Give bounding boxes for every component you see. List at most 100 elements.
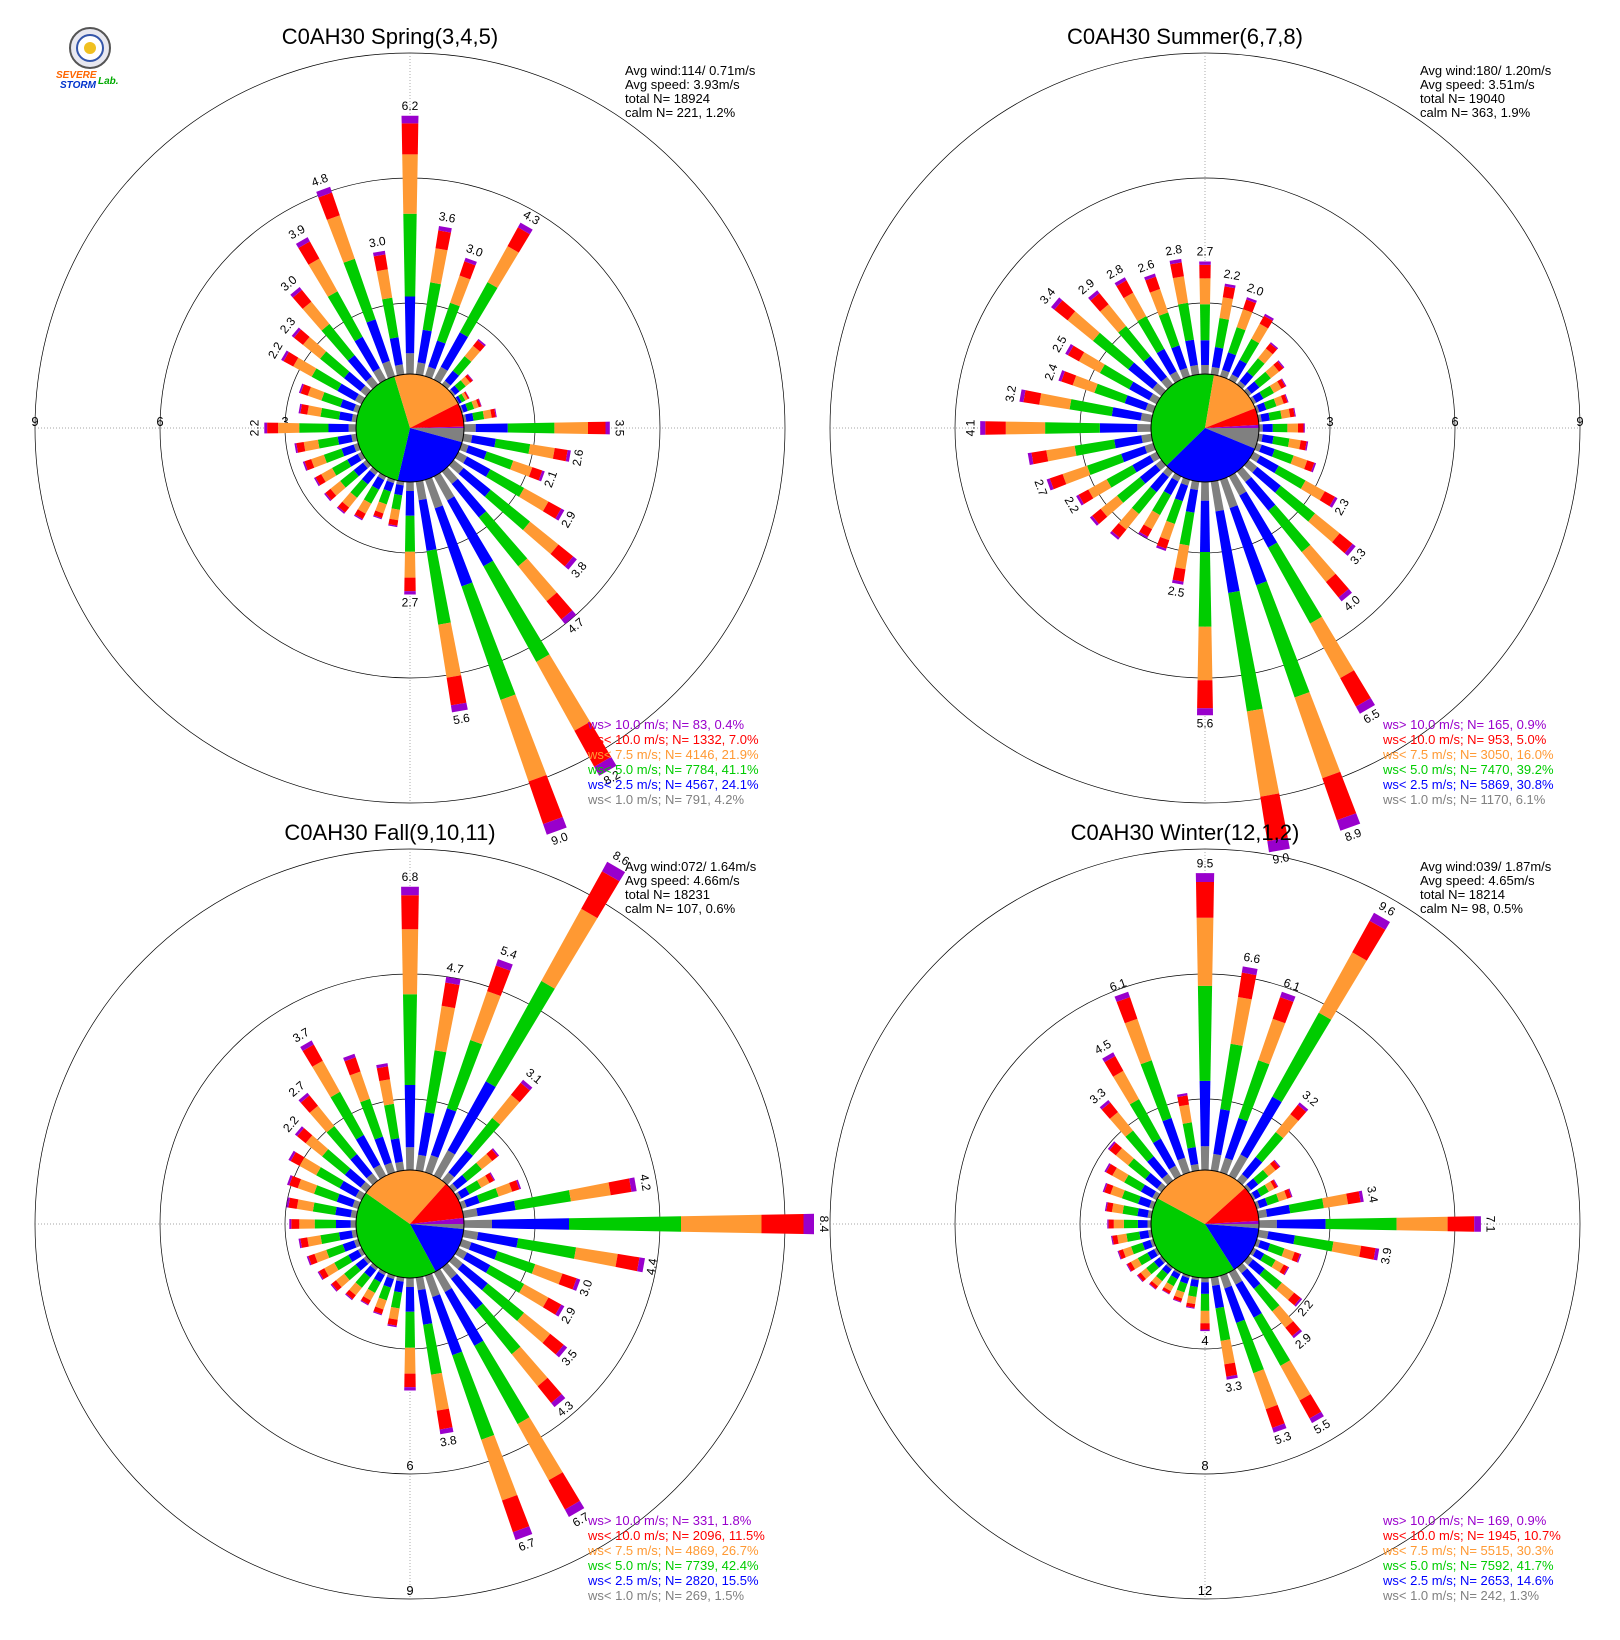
wind-bar-segment — [404, 1085, 416, 1148]
wind-bar-segment — [1027, 452, 1034, 465]
wind-bar-segment — [1143, 510, 1160, 530]
wind-bar-segment — [1279, 1264, 1289, 1275]
wind-bar-segment — [507, 227, 530, 253]
wind-bar-segment — [1172, 276, 1189, 305]
center-pie-slice — [1205, 1220, 1259, 1224]
wind-bar-segment — [1257, 1209, 1268, 1219]
wind-bar-segment — [376, 269, 393, 300]
wind-bar-segment — [1241, 1268, 1261, 1289]
wind-bar-segment — [574, 1247, 618, 1267]
ring-label: 12 — [1198, 1583, 1212, 1598]
wind-bar-segment — [1258, 1018, 1286, 1065]
wind-bar-segment — [1254, 405, 1260, 413]
wind-bar-segment — [528, 775, 563, 825]
legend-entry: ws< 7.5 m/s; N= 4869, 26.7% — [587, 1543, 759, 1558]
wind-bar-segment — [1243, 299, 1256, 313]
legend-entry: ws< 7.5 m/s; N= 3050, 16.0% — [1382, 747, 1554, 762]
legend-entry: ws< 5.0 m/s; N= 7784, 41.1% — [587, 762, 759, 777]
wind-bar-segment — [299, 1157, 321, 1176]
wind-bar-segment — [330, 1283, 338, 1292]
legend-entry: ws< 10.0 m/s; N= 1945, 10.7% — [1382, 1528, 1561, 1543]
wind-bar-segment — [1228, 472, 1247, 496]
wind-bar-segment — [464, 257, 477, 266]
wind-bar-segment — [355, 1134, 381, 1169]
wind-bar-label: 9.5 — [1197, 856, 1214, 870]
wind-bar-segment — [520, 1079, 533, 1091]
wind-bar-segment — [363, 485, 379, 504]
wind-bar-segment — [384, 1162, 395, 1175]
wind-bar-label: 3.8 — [439, 1433, 458, 1450]
wind-bar-segment — [1329, 496, 1338, 508]
wind-bar-segment — [1124, 1018, 1152, 1065]
wind-bar-segment — [355, 1272, 371, 1288]
wind-bar-segment — [1123, 292, 1147, 322]
wind-bar-segment — [395, 364, 405, 376]
wind-bar-segment — [1252, 1249, 1265, 1261]
wind-bar-segment — [423, 1323, 442, 1375]
wind-bar-segment — [481, 1435, 518, 1501]
wind-bar-segment — [1272, 1423, 1287, 1433]
wind-bar-segment — [1238, 1060, 1270, 1122]
wind-bar-segment — [1299, 1394, 1322, 1419]
wind-bar-segment — [1156, 348, 1177, 376]
wind-bar-segment — [336, 1219, 351, 1229]
wind-bar-segment — [1156, 537, 1170, 549]
wind-bar-segment — [1078, 352, 1105, 373]
wind-bar-segment — [450, 1273, 483, 1310]
wind-bar-segment — [299, 423, 329, 433]
wind-bar-segment — [355, 1258, 369, 1271]
wind-bar-segment — [1245, 477, 1276, 511]
wind-bar-segment — [1117, 477, 1146, 503]
wind-bar-segment — [1174, 483, 1189, 502]
wind-bar-segment — [1265, 1204, 1291, 1217]
wind-bar-segment — [389, 508, 400, 521]
wind-bar-segment — [1293, 407, 1296, 417]
center-pie-slice — [410, 1217, 465, 1224]
wind-bar-segment — [450, 275, 471, 307]
wind-bar-segment — [452, 1174, 468, 1190]
wind-bar-segment — [307, 386, 325, 401]
wind-bar-segment — [1228, 374, 1239, 384]
wind-bar-segment — [433, 1150, 455, 1180]
wind-bar-segment — [1088, 479, 1112, 499]
wind-bar-segment — [298, 241, 320, 265]
wind-bar-segment — [1254, 1239, 1261, 1248]
stat-line: Avg speed: 4.65m/s — [1420, 873, 1535, 888]
wind-bar-segment — [1273, 361, 1284, 372]
wind-bar-segment — [492, 1094, 520, 1125]
legend-entry: ws< 10.0 m/s; N= 2096, 11.5% — [587, 1528, 765, 1543]
wind-bar-segment — [417, 1289, 433, 1325]
wind-bar-segment — [476, 1153, 493, 1170]
wind-bar-segment — [1140, 1060, 1172, 1122]
wind-bar-label: 3.5 — [613, 420, 627, 437]
wind-bar-segment — [1244, 388, 1252, 397]
wind-bar-segment — [1283, 1266, 1290, 1276]
wind-bar-segment — [316, 1167, 344, 1189]
logo-text-severe: SEVERE — [56, 70, 97, 81]
wind-bar-segment — [441, 380, 451, 389]
wind-bar-segment — [373, 1306, 384, 1315]
wind-bar-segment — [449, 1183, 458, 1193]
wind-bar-segment — [338, 1230, 353, 1241]
wind-bar-label: 4.1 — [963, 419, 977, 436]
wind-bar-segment — [472, 411, 485, 421]
wind-bar-segment — [389, 337, 403, 366]
wind-bar-segment — [403, 213, 417, 297]
wind-bar-segment — [455, 395, 462, 404]
wind-bar-segment — [1130, 1258, 1142, 1270]
ring-label: 3 — [281, 414, 288, 429]
wind-bar-segment — [1179, 367, 1190, 379]
wind-bar-segment — [1260, 1253, 1276, 1268]
wind-bar-segment — [1149, 288, 1169, 316]
wind-bar-segment — [300, 1237, 309, 1248]
wind-bar-segment — [1215, 1306, 1231, 1341]
wind-bar-segment — [1132, 455, 1154, 473]
wind-bar-segment — [1310, 616, 1354, 679]
wind-bar-segment — [334, 1255, 353, 1271]
wind-bar-segment — [314, 1185, 340, 1202]
wind-bar-segment — [1111, 407, 1142, 421]
wind-bar-segment — [1246, 297, 1257, 304]
wind-bar-segment — [1288, 1188, 1293, 1198]
wind-bar-segment — [477, 1175, 490, 1188]
wind-bar-segment — [1236, 1319, 1264, 1374]
